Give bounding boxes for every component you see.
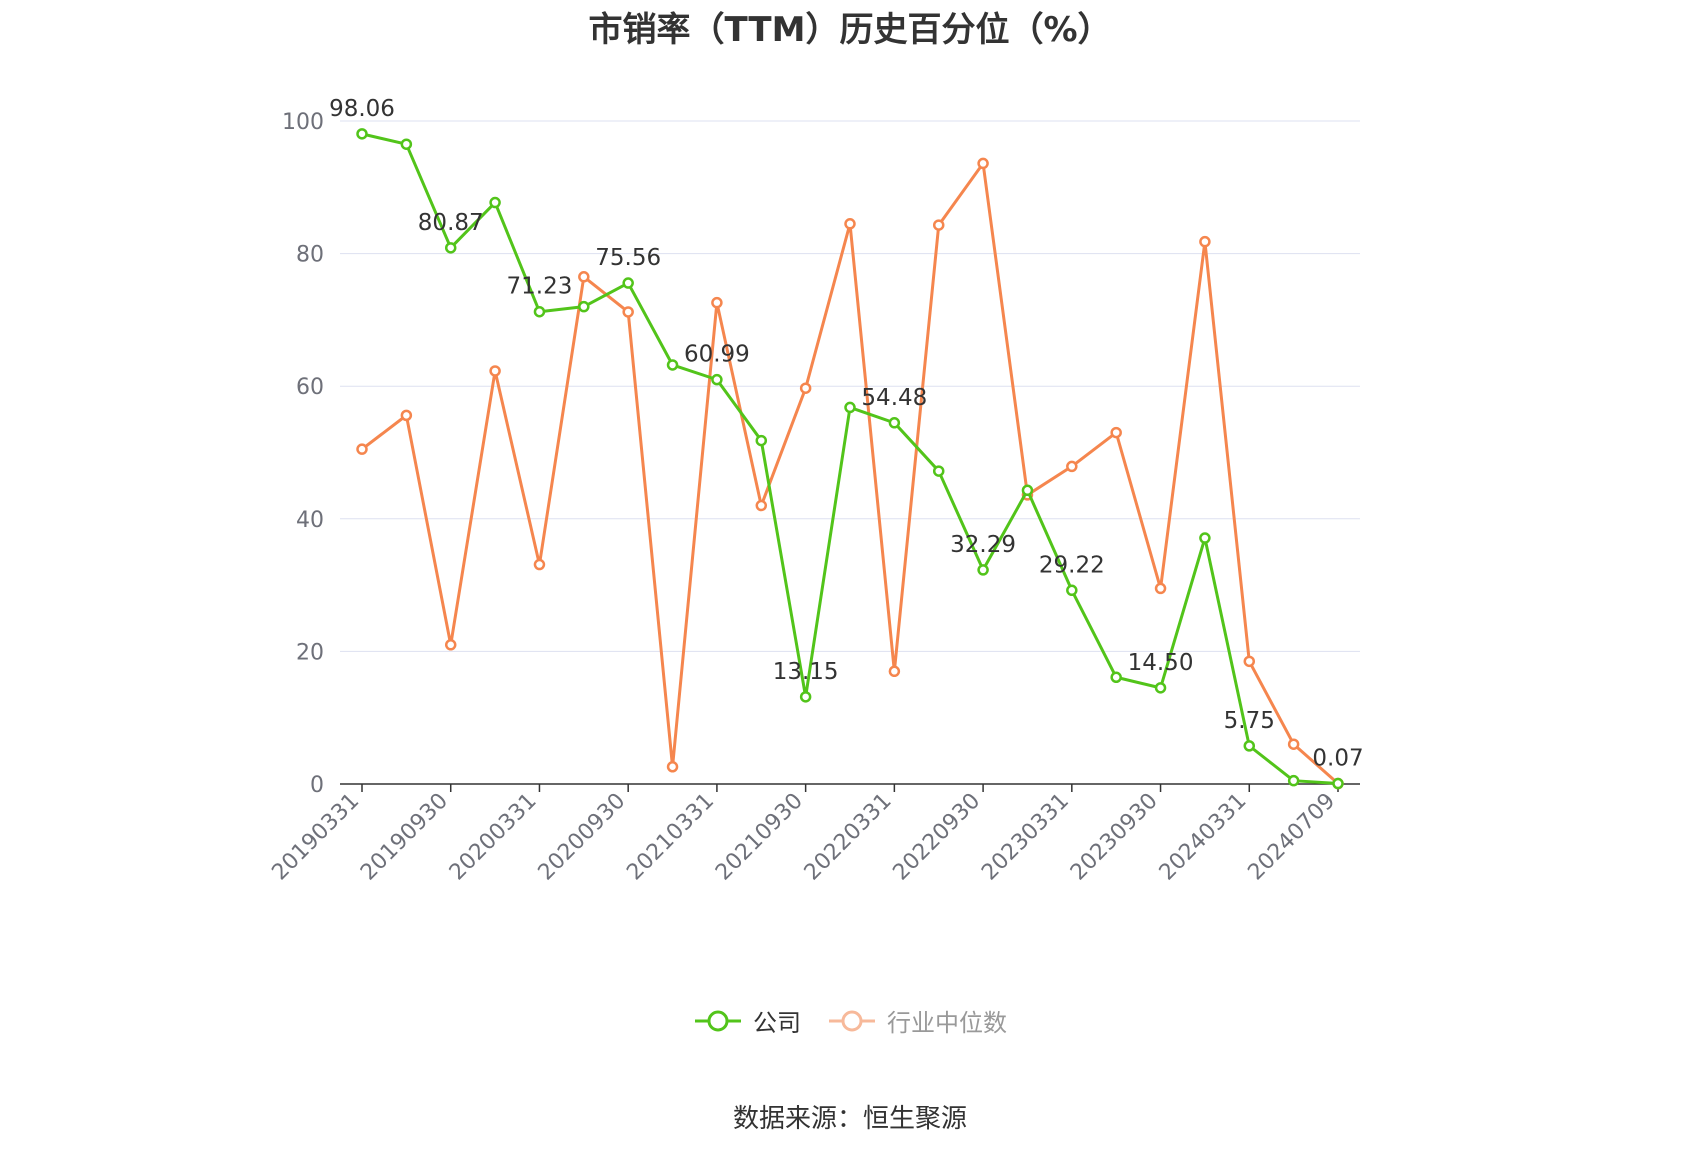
- data-label-20210930: 13.15: [773, 659, 839, 685]
- point-company-20221231: [1021, 484, 1034, 497]
- point-industry-20211231: [844, 218, 856, 230]
- point-company-20200331: [533, 305, 546, 318]
- legend-industry-marker-icon: [829, 1010, 875, 1031]
- data-label-20200331: 71.23: [507, 274, 573, 300]
- data-label-20220331: 54.48: [861, 385, 927, 411]
- point-industry-20240630: [1287, 738, 1300, 750]
- data-label-20190930: 80.87: [418, 210, 484, 236]
- chart-title: 市销率（TTM）历史百分位（%）: [588, 10, 1112, 50]
- point-company-20200630: [578, 300, 590, 313]
- point-industry-20220630: [932, 219, 945, 231]
- point-industry-20200630: [578, 271, 590, 283]
- point-company-20210331: [711, 373, 723, 386]
- x-tick-label-20200930: 20200930: [534, 789, 631, 886]
- series: [356, 128, 1344, 790]
- data-label-20190331: 98.06: [329, 96, 395, 122]
- y-tick-label-80: 80: [296, 243, 324, 268]
- point-industry-20220930: [977, 157, 989, 170]
- x-tick-label-20210331: 20210331: [622, 789, 719, 886]
- point-company-20220331: [888, 417, 901, 429]
- y-tick-label-0: 0: [310, 773, 324, 798]
- legend: 公司 行业中位数: [0, 1003, 1700, 1038]
- x-tick-label-20200331: 20200331: [445, 789, 542, 886]
- y-tick-label-100: 100: [282, 110, 324, 135]
- point-company-20200930: [622, 277, 634, 289]
- x-tick-label-20240331: 20240331: [1155, 789, 1252, 886]
- data-source: 数据来源：恒生聚源: [732, 1104, 967, 1134]
- x-tick-label-20230331: 20230331: [977, 789, 1074, 886]
- point-industry-20200331: [533, 558, 546, 571]
- legend-item-industry[interactable]: 行业中位数: [827, 1003, 1007, 1038]
- x-tick-label-20240709: 20240709: [1243, 789, 1340, 886]
- data-labels: 98.06 80.87 71.23 75.56 60.99 13.15 54.48 32.29…: [329, 96, 1364, 772]
- legend-label-industry: 行业中位数: [887, 1009, 1007, 1037]
- point-company-20230331: [1066, 584, 1078, 597]
- point-industry-20201231: [666, 761, 679, 773]
- data-label-20230331: 29.22: [1039, 552, 1105, 578]
- data-label-20230930: 14.50: [1128, 650, 1194, 676]
- point-company-20220630: [932, 465, 945, 477]
- legend-label-company: 公司: [753, 1009, 801, 1037]
- y-tick-label-60: 60: [296, 375, 324, 400]
- point-industry-20210630: [755, 499, 768, 512]
- x-tick-label-20220930: 20220930: [888, 789, 985, 886]
- point-industry-20220331: [888, 665, 901, 678]
- data-label-20220930: 32.29: [950, 532, 1016, 558]
- point-company-20240630: [1287, 774, 1300, 787]
- legend-company-marker-icon: [695, 1010, 741, 1031]
- x-tick-label-20190331: 20190331: [267, 789, 364, 886]
- point-company-20230930: [1154, 682, 1167, 694]
- point-company-20191231: [489, 196, 501, 209]
- point-industry-20230630: [1110, 426, 1122, 439]
- point-company-20230630: [1110, 671, 1122, 684]
- point-company-20201231: [666, 359, 679, 371]
- point-company-20210630: [755, 434, 768, 447]
- data-label-20210331: 60.99: [684, 342, 750, 368]
- point-industry-20190630: [400, 409, 413, 422]
- point-industry-20231231: [1199, 235, 1211, 248]
- point-company-20240331: [1243, 740, 1256, 752]
- data-label-20240331: 5.75: [1224, 708, 1275, 734]
- x-tick-label-20230930: 20230930: [1066, 789, 1163, 886]
- point-industry-20190930: [444, 639, 457, 651]
- x-tick-label-20210930: 20210930: [711, 789, 808, 886]
- point-company-20231231: [1199, 532, 1211, 544]
- point-industry-20200930: [622, 306, 634, 318]
- y-tick-label-20: 20: [296, 640, 324, 665]
- data-label-20200930: 75.56: [595, 245, 661, 271]
- point-industry-20190331: [356, 443, 368, 455]
- point-company-20220930: [977, 564, 989, 576]
- data-label-20240709: 0.07: [1312, 746, 1363, 772]
- legend-item-company[interactable]: 公司: [693, 1003, 801, 1038]
- point-industry-20210930: [799, 382, 812, 394]
- point-industry-20240331: [1243, 655, 1256, 668]
- point-company-20190331: [356, 128, 368, 140]
- point-industry-20210331: [711, 296, 723, 309]
- series-line-industry: [361, 161, 1339, 785]
- x-tick-label-20220331: 20220331: [800, 789, 897, 886]
- x-tick-label-20190930: 20190930: [356, 789, 453, 886]
- point-company-20211231: [844, 401, 856, 414]
- point-industry-20230930: [1154, 582, 1167, 595]
- point-company-20210930: [799, 691, 812, 703]
- point-company-20190930: [444, 242, 457, 254]
- grid-lines: [340, 120, 1360, 652]
- point-company-20190630: [400, 138, 413, 150]
- point-industry-20191231: [489, 365, 501, 377]
- point-company-20240709: [1332, 777, 1344, 790]
- y-tick-label-40: 40: [296, 508, 324, 533]
- point-industry-20230331: [1066, 460, 1078, 473]
